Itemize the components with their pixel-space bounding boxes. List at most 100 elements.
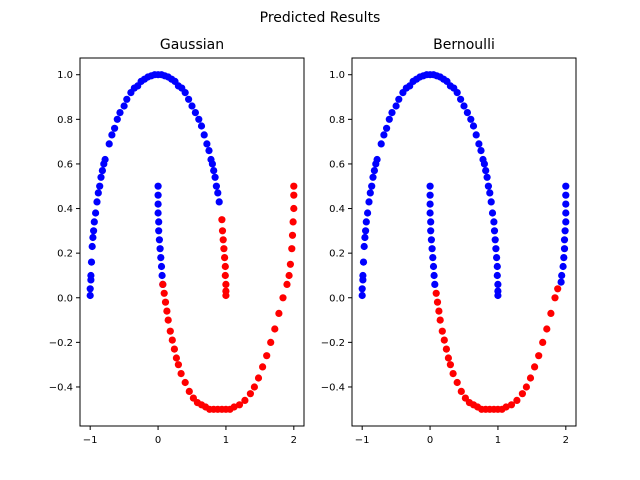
gaussian-ytick-label-6: 0.8 — [57, 115, 73, 126]
bernoulli-point-s1-5 — [440, 336, 448, 344]
subplot-title-gaussian: Gaussian — [160, 37, 224, 53]
gaussian-point-s0-46 — [200, 131, 208, 139]
bernoulli-point-s0-23 — [395, 95, 403, 103]
bernoulli-point-s0-63 — [493, 271, 501, 280]
gaussian-point-s1-39 — [288, 231, 297, 239]
gaussian-point-s1-36 — [285, 271, 293, 280]
gaussian-point-s1-31 — [267, 338, 275, 346]
bernoulli-ytick-label-6: 0.8 — [329, 115, 345, 126]
bernoulli-point-s0-90 — [557, 278, 565, 286]
bernoulli-point-s0-75 — [429, 254, 437, 262]
bernoulli-point-s0-11 — [366, 189, 374, 197]
bernoulli-point-s0-73 — [427, 236, 435, 244]
bernoulli-point-s0-52 — [483, 173, 491, 181]
gaussian-point-s0-16 — [101, 155, 109, 164]
bernoulli-point-s0-57 — [490, 218, 498, 226]
bernoulli-point-s0-67 — [426, 182, 434, 190]
gaussian-point-s1-47 — [220, 245, 228, 253]
bernoulli-point-s0-72 — [427, 227, 435, 235]
bernoulli-point-s1-34 — [554, 285, 562, 293]
gaussian-point-s0-48 — [205, 147, 213, 155]
gaussian-point-s1-1 — [160, 289, 168, 297]
bernoulli-ytick-label-4: 0.4 — [329, 204, 345, 215]
bernoulli-point-s1-0 — [432, 289, 440, 297]
gaussian-point-s0-56 — [154, 182, 162, 190]
gaussian-ytick-label-2: 0.0 — [57, 293, 73, 304]
bernoulli-subplot: Bernoulli −1 0 1 2 −0.4 −0.2 0.0 0.2 0.4 0.6 0.8 1.… — [321, 37, 577, 446]
gaussian-ytick-label-0: −0.4 — [49, 382, 73, 393]
bernoulli-xtick-label-0: −1 — [355, 435, 370, 446]
gaussian-point-s0-14 — [98, 167, 106, 175]
gaussian-point-s0-1 — [86, 285, 94, 293]
bernoulli-point-s0-59 — [491, 236, 499, 244]
gaussian-point-s1-44 — [218, 216, 226, 224]
gaussian-axes-frame — [79, 57, 305, 427]
gaussian-point-s0-20 — [113, 115, 121, 123]
gaussian-point-s1-7 — [170, 345, 178, 353]
gaussian-xtick-label-2: 1 — [223, 435, 229, 446]
bernoulli-point-s0-76 — [429, 262, 438, 271]
bernoulli-point-s0-0 — [358, 291, 366, 300]
bernoulli-point-s1-33 — [551, 294, 559, 302]
bernoulli-point-s1-24 — [513, 396, 521, 404]
bernoulli-point-s0-54 — [486, 189, 494, 197]
bernoulli-point-s0-84 — [561, 227, 569, 235]
gaussian-point-s1-5 — [166, 327, 174, 335]
gaussian-point-s0-66 — [158, 271, 166, 280]
bernoulli-point-s0-78 — [431, 280, 439, 288]
bernoulli-point-s1-31 — [543, 325, 551, 333]
gaussian-point-s0-8 — [90, 218, 98, 226]
gaussian-point-s0-7 — [90, 227, 98, 235]
gaussian-point-s0-61 — [155, 227, 163, 235]
gaussian-point-s1-40 — [289, 218, 297, 226]
gaussian-point-s0-54 — [214, 189, 222, 197]
bernoulli-point-s0-8 — [362, 218, 370, 226]
bernoulli-point-s0-17 — [377, 140, 385, 148]
gaussian-point-s0-55 — [215, 198, 223, 206]
gaussian-point-s1-4 — [164, 316, 172, 324]
gaussian-point-s1-35 — [283, 280, 291, 288]
gaussian-point-s0-50 — [208, 160, 216, 168]
gaussian-point-s0-17 — [105, 140, 113, 148]
bernoulli-point-s0-74 — [428, 245, 436, 253]
bernoulli-point-s0-69 — [426, 200, 434, 208]
gaussian-point-s0-40 — [181, 89, 189, 97]
gaussian-point-s0-58 — [154, 200, 162, 208]
bernoulli-point-s0-68 — [426, 191, 434, 199]
bernoulli-point-s1-10 — [453, 378, 461, 387]
gaussian-point-s0-13 — [97, 173, 105, 181]
bernoulli-point-s0-81 — [562, 200, 570, 208]
bernoulli-point-s1-7 — [444, 354, 452, 362]
bernoulli-point-s0-14 — [370, 167, 378, 175]
bernoulli-point-s0-87 — [560, 254, 568, 262]
gaussian-ytick-label-3: 0.2 — [57, 249, 73, 260]
gaussian-point-s1-51 — [222, 280, 230, 288]
bernoulli-point-s1-8 — [446, 361, 454, 369]
gaussian-point-s1-10 — [177, 370, 185, 378]
bernoulli-ticks: −1 0 1 2 −0.4 −0.2 0.0 0.2 0.4 0.6 0.8 1.0 — [321, 70, 569, 446]
bernoulli-point-s0-53 — [484, 182, 492, 190]
bernoulli-point-s1-27 — [526, 374, 535, 382]
gaussian-point-s0-6 — [89, 233, 97, 242]
gaussian-point-s0-65 — [157, 262, 166, 271]
gaussian-xtick-label-1: 0 — [155, 435, 161, 446]
gaussian-point-s0-19 — [111, 124, 119, 132]
gaussian-point-s0-51 — [210, 167, 218, 175]
bernoulli-point-s0-13 — [369, 173, 377, 181]
bernoulli-point-s0-44 — [467, 115, 475, 123]
bernoulli-points — [358, 71, 570, 413]
gaussian-ticks: −1 0 1 2 −0.4 −0.2 0.0 0.2 0.4 0.6 0.8 1.0 — [49, 70, 297, 446]
gaussian-point-s1-23 — [230, 403, 238, 411]
bernoulli-point-s0-58 — [490, 227, 499, 235]
gaussian-point-s0-60 — [155, 218, 163, 226]
bernoulli-ytick-label-2: 0.0 — [329, 293, 345, 304]
gaussian-point-s1-30 — [263, 352, 271, 360]
bernoulli-point-s0-21 — [388, 109, 396, 117]
bernoulli-point-s0-51 — [482, 167, 490, 175]
bernoulli-xtick-label-3: 2 — [563, 435, 569, 446]
bernoulli-point-s0-1 — [358, 285, 366, 293]
bernoulli-point-s0-83 — [562, 218, 570, 226]
gaussian-point-s0-59 — [154, 209, 162, 217]
gaussian-xtick-label-0: −1 — [83, 435, 98, 446]
bernoulli-point-s0-46 — [472, 131, 480, 139]
